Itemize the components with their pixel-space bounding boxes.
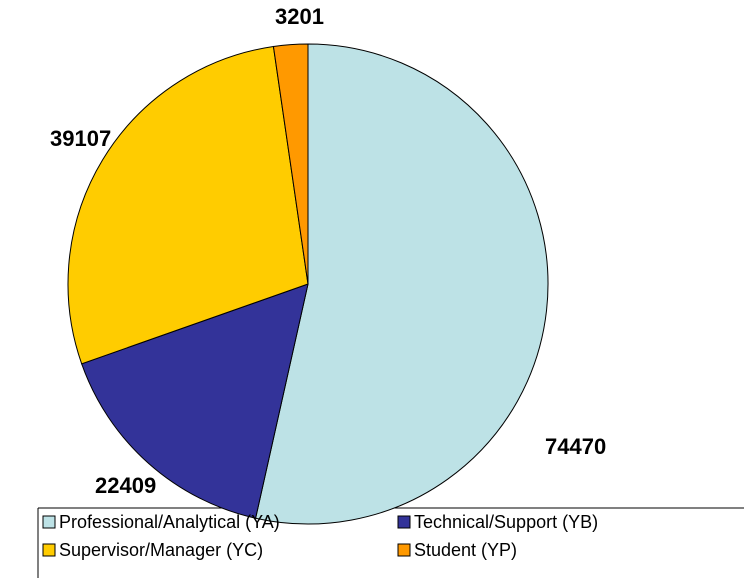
legend-swatch [42, 515, 56, 529]
pie-slice [254, 43, 549, 525]
data-label: 39107 [50, 126, 111, 151]
legend-swatch [42, 543, 56, 557]
legend-label: Student (YP) [414, 540, 517, 560]
pie-slice [67, 45, 309, 365]
data-label: 22409 [95, 473, 156, 498]
pie-slice [272, 43, 309, 285]
data-label: 3201 [275, 4, 324, 29]
legend-swatch [397, 515, 411, 529]
legend-label: Technical/Support (YB) [414, 512, 598, 532]
legend-label: Supervisor/Manager (YC) [59, 540, 263, 560]
pie-slice [81, 283, 309, 519]
data-label: 74470 [545, 434, 606, 459]
legend-label: Professional/Analytical (YA) [59, 512, 280, 532]
legend-swatch [397, 543, 411, 557]
